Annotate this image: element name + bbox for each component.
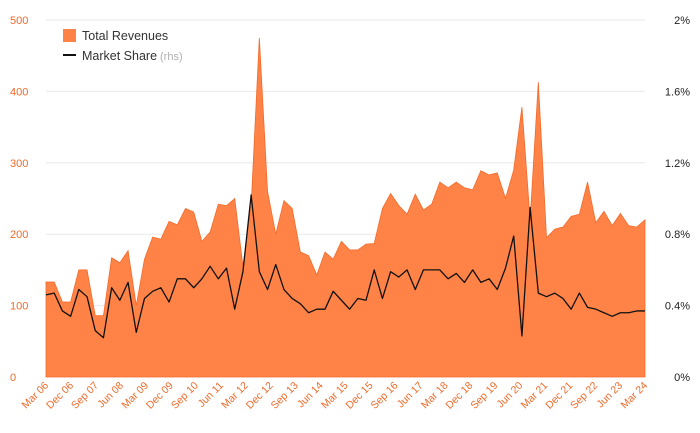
- x-axis-tick-label: Sep 07: [69, 380, 101, 412]
- x-axis-tick-label: Sep 13: [269, 380, 301, 412]
- legend: Total Revenues Market Share (rhs): [63, 29, 183, 63]
- right-axis-ticks: 0% 0.4% 0.8% 1.2% 1.6% 2%: [665, 15, 690, 384]
- left-axis-tick-label: 300: [10, 158, 28, 170]
- right-axis-tick-label: 1.2%: [665, 158, 690, 170]
- left-axis-tick-label: 100: [10, 301, 28, 313]
- x-axis-tick-label: Sep 19: [468, 380, 500, 412]
- market-share-line-layer: [45, 194, 645, 339]
- x-axis-tick-label: Mar 24: [619, 380, 651, 412]
- legend-label-market-share: Market Share: [82, 49, 157, 63]
- total-revenues-area: [45, 37, 646, 378]
- right-axis-tick-label: 2%: [674, 15, 690, 27]
- x-axis-tick-label: Sep 22: [568, 380, 600, 412]
- legend-note-rhs: (rhs): [160, 51, 183, 63]
- left-axis-tick-label: 0: [10, 372, 16, 384]
- right-axis-tick-label: 1.6%: [665, 86, 690, 98]
- right-axis-tick-label: 0%: [674, 372, 690, 384]
- left-axis-tick-label: 500: [10, 15, 28, 27]
- left-axis-tick-label: 200: [10, 229, 28, 241]
- right-axis-tick-label: 0.4%: [665, 301, 690, 313]
- right-axis-tick-label: 0.8%: [665, 229, 690, 241]
- revenues-area-layer: [45, 37, 646, 378]
- left-axis-tick-label: 400: [10, 86, 28, 98]
- legend-label-revenues: Total Revenues: [82, 29, 168, 43]
- left-axis-ticks: 0 100 200 300 400 500: [10, 15, 28, 384]
- legend-swatch-revenues: [63, 29, 76, 42]
- x-axis-tick-label: Sep 10: [169, 380, 201, 412]
- market-share-line: [45, 194, 645, 339]
- x-axis-tick-label: Sep 16: [369, 380, 401, 412]
